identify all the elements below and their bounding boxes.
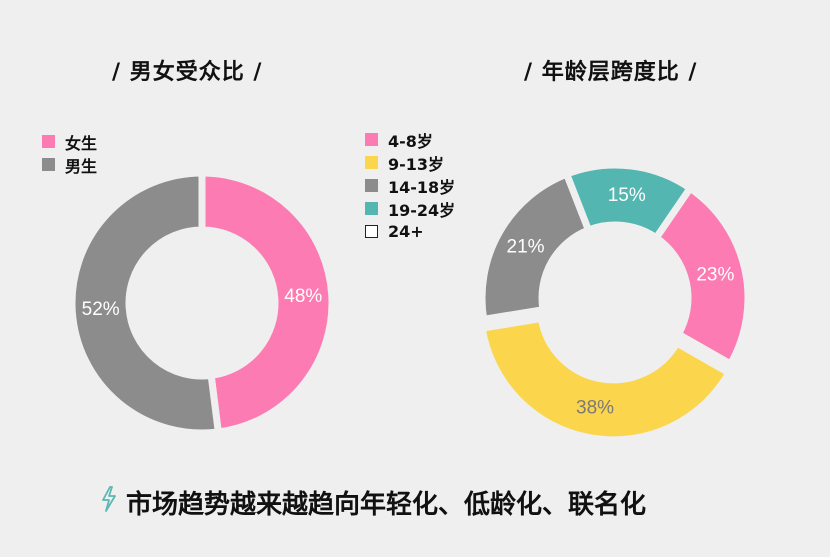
- age-slice: [478, 314, 734, 444]
- age-legend-item: 4-8岁: [365, 128, 455, 151]
- age-legend-swatch: [365, 202, 378, 215]
- age-slice: [478, 169, 594, 324]
- gender-chart-title: / 男女受众比 /: [112, 60, 263, 85]
- gender-legend-label: 男生: [65, 156, 98, 176]
- age-legend-label: 24+: [388, 222, 424, 241]
- age-data-label: 15%: [608, 185, 646, 206]
- age-legend-swatch: [365, 179, 378, 192]
- age-legend: 4-8岁 9-13岁 14-18岁 19-24岁 24+: [365, 128, 455, 243]
- gender-legend-item: 男生: [42, 153, 97, 176]
- age-legend-swatch: [365, 225, 378, 238]
- age-legend-item: 14-18岁: [365, 174, 455, 197]
- age-chart-title: / 年龄层跨度比 /: [524, 60, 698, 85]
- age-legend-label: 4-8岁: [388, 131, 433, 151]
- age-slice: [562, 161, 695, 243]
- lightning-bolt-icon: [100, 486, 118, 519]
- age-legend-item: 9-13岁: [365, 151, 455, 174]
- gender-legend-item: 女生: [42, 130, 97, 153]
- gender-legend-swatch: [42, 158, 55, 171]
- age-legend-swatch: [365, 133, 378, 146]
- footer-text: 市场趋势越来越趋向年轻化、低龄化、联名化: [126, 490, 647, 520]
- age-legend-swatch: [365, 156, 378, 169]
- age-legend-label: 9-13岁: [388, 154, 445, 174]
- gender-slice: [68, 169, 223, 437]
- age-legend-label: 14-18岁: [388, 177, 456, 197]
- footer-note: 市场趋势越来越趋向年轻化、低龄化、联名化: [100, 484, 646, 521]
- gender-legend-label: 女生: [65, 133, 98, 153]
- age-legend-item: 19-24岁: [365, 197, 455, 220]
- gender-slice: [198, 169, 336, 436]
- gender-legend: 女生 男生: [42, 130, 97, 176]
- age-data-label: 38%: [576, 398, 614, 419]
- age-data-label: 21%: [507, 236, 545, 257]
- gender-data-label: 48%: [284, 286, 322, 307]
- gender-data-label: 52%: [82, 299, 120, 320]
- gender-legend-swatch: [42, 135, 55, 148]
- age-data-label: 23%: [696, 264, 734, 285]
- age-slice: [651, 183, 752, 369]
- age-legend-label: 19-24岁: [388, 200, 456, 220]
- age-legend-item: 24+: [365, 220, 455, 243]
